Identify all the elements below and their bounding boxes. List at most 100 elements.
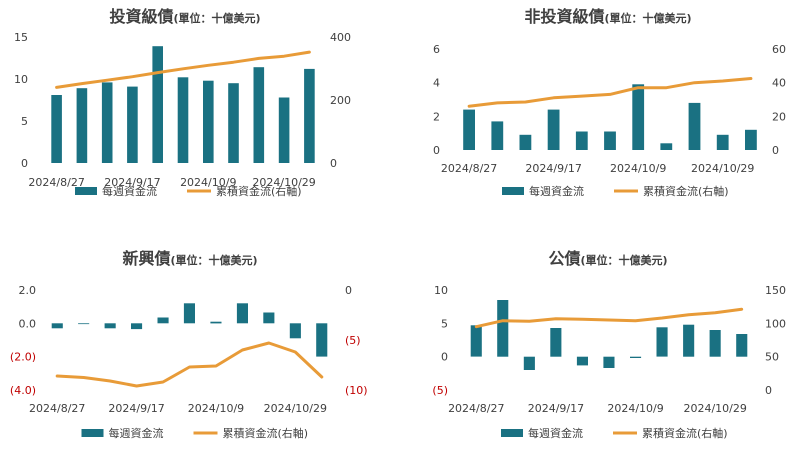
right-axis-tick: 0 [330,157,337,170]
cumulative-line [467,77,753,108]
flow-bar [660,143,673,150]
left-axis-tick: 10 [14,73,28,86]
cumulative-line [55,50,311,89]
chart-title: 投資級債(單位：十億美元) [109,7,260,26]
flow-bar [152,46,163,164]
flow-bar [603,356,615,368]
flow-bar [716,134,729,150]
flow-bar [688,102,701,150]
flow-bar [263,312,275,324]
left-axis-tick: 2 [433,110,440,123]
left-axis-tick: 5 [21,115,28,128]
x-axis-tick: 2024/8/27 [28,176,84,189]
left-axis-tick: 2.0 [19,284,37,297]
right-axis-tick: (10) [345,384,368,397]
flow-bar [253,67,265,163]
x-axis-tick: 2024/10/29 [264,402,327,415]
flow-bar [304,68,315,163]
left-axis-tick: 0 [441,351,448,364]
flow-bar [289,323,301,339]
flow-bar [183,303,195,324]
right-axis-tick: 0 [772,144,779,157]
x-axis-tick: 2024/10/9 [607,402,663,415]
flow-bar [491,121,504,150]
x-axis-tick: 2024/10/9 [188,402,244,415]
right-axis-tick: 0 [345,284,352,297]
flow-bar [228,83,239,163]
left-axis-tick: 10 [434,284,448,297]
x-axis-tick: 2024/9/17 [528,402,584,415]
legend-bar-swatch [502,187,524,195]
legend-bar-swatch [81,429,104,437]
x-axis-tick: 2024/9/17 [525,162,581,175]
flow-bar [236,303,248,324]
flow-bar [550,328,562,357]
legend-line-label: 累積資金流(右軸) [642,426,728,440]
x-axis-tick: 2024/9/17 [104,176,160,189]
x-axis-tick: 2024/8/27 [448,402,504,415]
legend-line-label: 累積資金流(右軸) [223,426,309,440]
x-axis-tick: 2024/8/27 [441,162,497,175]
flow-bar [76,88,88,163]
right-axis-tick: 50 [765,351,779,364]
x-axis-tick: 2024/10/29 [683,402,746,415]
x-axis-tick: 2024/10/29 [252,176,315,189]
right-axis-tick: 20 [772,110,786,123]
x-axis-tick: 2024/8/27 [29,402,85,415]
left-axis-tick: (5) [432,384,448,397]
right-axis-tick: 0 [765,384,772,397]
chart-title: 公債(單位：十億美元) [548,249,667,268]
flow-bar [203,80,214,163]
flow-bar [575,131,588,150]
flow-bar [51,323,63,329]
flow-bar [463,109,475,150]
flow-bar [497,300,509,357]
legend-line-label: 累積資金流(右軸) [643,184,729,198]
right-axis-tick: 40 [772,77,786,90]
cumulative-line [55,341,324,388]
left-axis-tick: 0.0 [19,317,37,330]
chart-1: 投資級債(單位：十億美元) 0 5 10 15 0 200 400 2024/8/27 2024/… [14,7,351,198]
flow-bar [131,323,143,330]
left-axis-tick: 4 [433,77,440,90]
chart-title: 非投資級債(單位：十億美元) [524,7,691,26]
flow-bar [127,86,138,163]
flow-bar [576,356,588,366]
x-axis-tick: 2024/10/9 [610,162,666,175]
flow-bar [210,321,222,324]
right-axis-tick: 60 [772,43,786,56]
flow-bar [278,97,290,163]
flow-bar [736,334,748,357]
flow-bar [604,131,616,150]
flow-bar [547,109,560,150]
flow-bar [709,330,721,357]
legend-bar-label: 每週資金流 [529,184,584,198]
right-axis-tick: 100 [765,317,786,330]
right-axis-tick: (5) [345,334,361,347]
legend-bar-label: 每週資金流 [109,426,164,440]
legend: 每週資金流 累積資金流(右軸) [81,426,309,440]
flow-bar [157,317,169,324]
flow-bar [101,82,113,163]
flow-bar [519,134,532,150]
legend-line-label: 累積資金流(右軸) [216,184,302,198]
x-axis-tick: 2024/9/17 [108,402,164,415]
right-axis-tick: 200 [330,94,351,107]
x-axis-tick: 2024/10/9 [180,176,236,189]
legend-bar-swatch [75,187,97,195]
left-axis-tick: (4.0) [10,384,36,397]
legend-bar-swatch [501,429,523,437]
chart-title: 新興債(單位：十億美元) [122,249,257,268]
flow-bar [470,325,482,357]
chart-3: 新興債(單位：十億美元) 2.0 0.0 (2.0) (4.0) 0 (5) (10) 2024… [10,249,368,440]
left-axis-tick: 5 [441,317,448,330]
legend-bar-label: 每週資金流 [102,184,157,198]
left-axis-tick: 0 [433,144,440,157]
flow-bar [78,323,90,325]
flow-bar [745,129,757,150]
flow-bar [177,77,189,163]
flow-bar [316,323,328,357]
